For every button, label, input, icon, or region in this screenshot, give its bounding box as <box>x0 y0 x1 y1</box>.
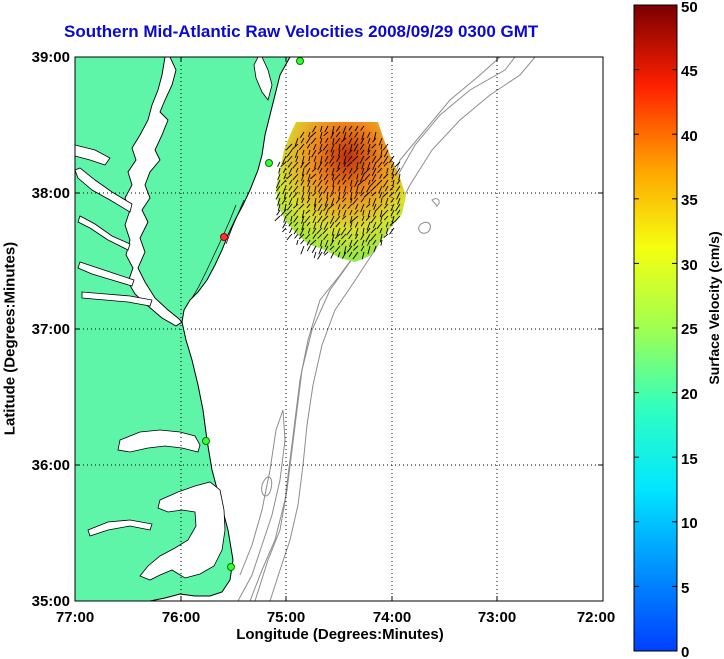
bathymetry-contours <box>237 57 536 601</box>
barrier-islands <box>191 199 245 299</box>
colorbar-label: Surface Velocity (cm/s) <box>706 231 722 385</box>
station-marker <box>220 233 228 241</box>
delaware-bay <box>253 57 273 101</box>
colorbar-tick-label: 45 <box>681 63 698 80</box>
y-tick-label: 39:00 <box>32 49 70 66</box>
pamlico-sound <box>139 481 226 581</box>
y-tick-label: 36:00 <box>32 457 70 474</box>
chesapeake-bay <box>124 57 183 327</box>
colorbar-tick-label: 25 <box>681 321 698 338</box>
x-tick-label: 74:00 <box>373 609 411 626</box>
x-tick-label: 76:00 <box>162 609 200 626</box>
colorbar <box>633 4 678 652</box>
colorbar-tick-label: 40 <box>681 128 698 145</box>
colorbar-tick-label: 5 <box>681 580 689 597</box>
station-marker <box>202 437 210 445</box>
colorbar-ticks <box>634 69 677 587</box>
x-tick-label: 77:00 <box>56 609 94 626</box>
y-axis-label: Latitude (Degrees:Minutes) <box>1 241 19 436</box>
colorbar-tick-label: 35 <box>681 192 698 209</box>
y-tick-label: 37:00 <box>32 321 70 338</box>
colorbar-tick-label: 10 <box>681 515 698 532</box>
plot-title: Southern Mid-Atlantic Raw Velocities 200… <box>64 22 539 41</box>
station-marker <box>227 563 235 571</box>
x-tick-label: 72:00 <box>577 609 615 626</box>
colorbar-tick-label: 15 <box>681 451 698 468</box>
colorbar-tick-label: 0 <box>681 644 689 659</box>
x-tick-label: 73:00 <box>478 609 516 626</box>
neuse-river <box>87 519 153 537</box>
colorbar-tick-label: 30 <box>681 257 698 274</box>
rappahannock-river <box>77 215 131 251</box>
colorbar-tick-label: 50 <box>681 0 698 16</box>
grid-lines <box>75 57 603 601</box>
bay-inlet <box>75 144 111 166</box>
york-james-river <box>77 261 153 307</box>
y-tick-label: 38:00 <box>32 185 70 202</box>
albemarle-sound <box>117 429 201 453</box>
y-tick-label: 35:00 <box>32 593 70 610</box>
x-tick-label: 75:00 <box>267 609 305 626</box>
axis-ticks <box>75 57 603 601</box>
velocity-field <box>274 122 406 262</box>
station-marker <box>296 57 304 65</box>
x-axis-label: Longitude (Degrees:Minutes) <box>236 626 444 643</box>
station-marker <box>265 159 273 167</box>
colorbar-tick-label: 20 <box>681 386 698 403</box>
potomac-river <box>75 167 133 213</box>
